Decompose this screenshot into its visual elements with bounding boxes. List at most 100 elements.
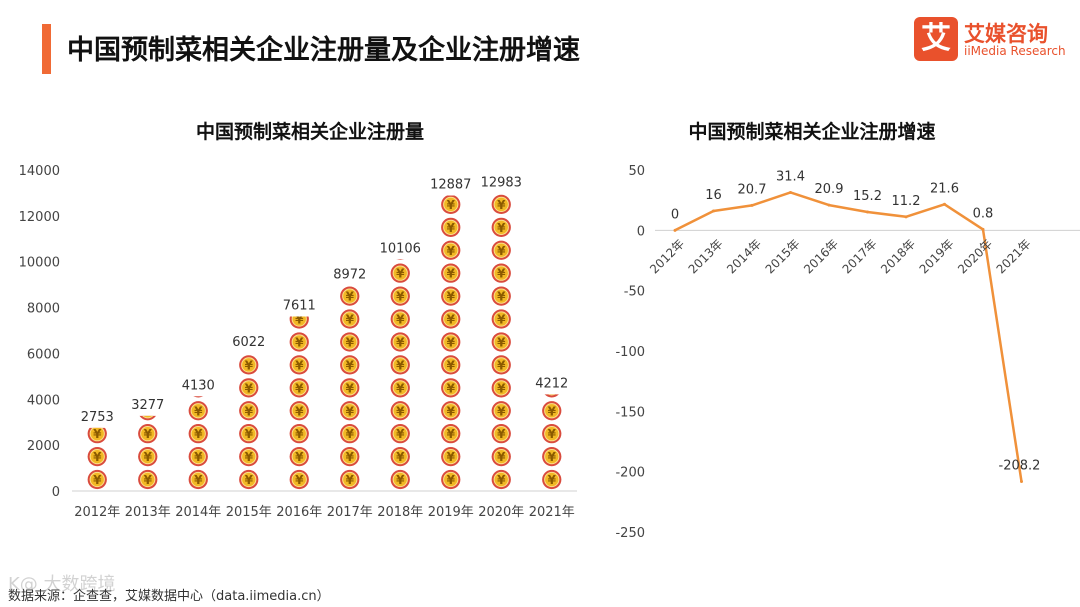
- logo-mark-icon: 艾: [914, 17, 958, 61]
- svg-text:¥: ¥: [447, 313, 456, 327]
- bar-3: ¥¥¥¥¥¥¥: [239, 355, 259, 490]
- x-tick-label: 2019年: [917, 237, 957, 277]
- data-label: 0: [671, 207, 679, 222]
- logo-name-en: iiMedia Research: [964, 44, 1066, 58]
- bar-value-label: 8972: [333, 267, 366, 282]
- bar-4: ¥ ¥ ¥ ¥ ¥ ¥ ¥ ¥: [289, 313, 309, 490]
- x-tick-label: 2019年: [428, 505, 474, 520]
- svg-text:¥: ¥: [497, 335, 506, 349]
- source-note: 数据来源：企查查，艾媒数据中心（data.iimedia.cn）: [8, 589, 330, 604]
- svg-text:¥: ¥: [497, 404, 506, 418]
- svg-text:¥: ¥: [295, 473, 304, 487]
- svg-text:¥: ¥: [346, 381, 355, 395]
- svg-text:¥: ¥: [396, 404, 405, 418]
- svg-text:¥: ¥: [447, 244, 456, 258]
- svg-text:¥: ¥: [295, 381, 304, 395]
- svg-text:¥: ¥: [548, 381, 557, 395]
- svg-text:¥: ¥: [497, 313, 506, 327]
- svg-text:¥: ¥: [295, 358, 304, 372]
- bar-value-label: 2753: [81, 410, 114, 425]
- data-label: 16: [705, 188, 722, 203]
- svg-text:¥: ¥: [396, 473, 405, 487]
- data-label: 15.2: [853, 189, 882, 204]
- svg-text:¥: ¥: [548, 404, 557, 418]
- watermark: K@ 大数跨境: [8, 574, 116, 595]
- bar-7: ¥ ¥ ¥ ¥ ¥ ¥ ¥ ¥ ¥ ¥ ¥ ¥ ¥: [441, 195, 461, 490]
- svg-text:¥: ¥: [295, 450, 304, 464]
- svg-text:¥: ¥: [497, 198, 506, 212]
- svg-text:¥: ¥: [497, 358, 506, 372]
- bar-0: ¥ ¥ ¥: [87, 427, 107, 490]
- x-tick-label: 2013年: [686, 237, 726, 277]
- svg-text:¥: ¥: [245, 427, 254, 441]
- series-line: [674, 191, 1023, 482]
- x-tick-label: 2013年: [125, 505, 171, 520]
- bar-value-label: 12887: [430, 178, 471, 193]
- data-label: 11.2: [892, 194, 921, 209]
- svg-text:¥: ¥: [497, 221, 506, 235]
- svg-text:¥: ¥: [447, 427, 456, 441]
- y-tick-label: 10000: [19, 256, 60, 271]
- svg-text:¥: ¥: [396, 358, 405, 372]
- y-tick-label: 12000: [19, 210, 60, 225]
- svg-text:¥: ¥: [447, 381, 456, 395]
- svg-text:¥: ¥: [497, 244, 506, 258]
- svg-text:¥: ¥: [447, 267, 456, 281]
- y-tick-label: 0: [637, 224, 645, 239]
- x-tick-label: 2012年: [647, 237, 687, 277]
- svg-text:¥: ¥: [497, 450, 506, 464]
- svg-text:¥: ¥: [194, 427, 203, 441]
- line-chart-title: 中国预制菜相关企业注册增速: [688, 121, 936, 143]
- svg-text:¥: ¥: [396, 290, 405, 304]
- y-tick-label: 2000: [27, 439, 60, 454]
- x-tick-label: 2018年: [878, 237, 918, 277]
- data-point: [943, 202, 946, 206]
- svg-text:¥: ¥: [194, 450, 203, 464]
- y-tick-label: -150: [615, 405, 645, 420]
- svg-text:¥: ¥: [245, 404, 254, 418]
- svg-text:¥: ¥: [447, 290, 456, 304]
- svg-text:¥: ¥: [144, 450, 153, 464]
- svg-text:¥: ¥: [447, 358, 456, 372]
- svg-text:¥: ¥: [447, 473, 456, 487]
- data-point: [866, 210, 869, 214]
- y-tick-label: -50: [624, 285, 645, 300]
- svg-text:¥: ¥: [396, 450, 405, 464]
- bar-chart: 0 2000 4000 6000 8000 10000 12000 14000 ¥ ¥ ¥2753 2…: [19, 164, 577, 520]
- data-label: 20.9: [815, 182, 844, 197]
- data-point: [673, 228, 677, 232]
- y-tick-label: 4000: [27, 393, 60, 408]
- svg-text:¥: ¥: [396, 313, 405, 327]
- svg-text:¥: ¥: [245, 450, 254, 464]
- y-tick-label: -200: [615, 466, 645, 481]
- line-chart: 500-50-100-150-200-25002012年162013年20.72…: [615, 164, 1080, 541]
- x-tick-label: 2015年: [763, 237, 803, 277]
- x-tick-label: 2014年: [175, 505, 221, 520]
- page-title: 中国预制菜相关企业注册量及企业注册增速: [67, 35, 580, 66]
- svg-text:¥: ¥: [346, 450, 355, 464]
- svg-text:¥: ¥: [295, 427, 304, 441]
- svg-text:¥: ¥: [548, 427, 557, 441]
- svg-text:¥: ¥: [346, 290, 355, 304]
- bar-6: ¥¥¥¥¥¥¥¥¥¥¥: [390, 259, 410, 490]
- svg-text:¥: ¥: [346, 404, 355, 418]
- y-tick-label: -100: [615, 345, 645, 360]
- svg-text:¥: ¥: [346, 473, 355, 487]
- x-tick-label: 2017年: [840, 237, 880, 277]
- bar-1: ¥ ¥ ¥ ¥: [138, 415, 158, 490]
- bar-value-label: 12983: [481, 175, 522, 190]
- coin-icon: [544, 394, 559, 398]
- data-label: 31.4: [776, 169, 805, 184]
- y-tick-label: 8000: [27, 302, 60, 317]
- svg-text:¥: ¥: [295, 313, 304, 327]
- svg-text:¥: ¥: [144, 473, 153, 487]
- data-label: -208.2: [999, 459, 1041, 474]
- bar-chart-title: 中国预制菜相关企业注册量: [195, 121, 424, 143]
- x-tick-label: 2021年: [994, 237, 1034, 277]
- svg-text:¥: ¥: [144, 427, 153, 441]
- data-point: [1020, 480, 1023, 484]
- svg-text:¥: ¥: [245, 473, 254, 487]
- data-label: 20.7: [738, 182, 767, 197]
- svg-text:¥: ¥: [548, 473, 557, 487]
- data-point: [789, 190, 792, 194]
